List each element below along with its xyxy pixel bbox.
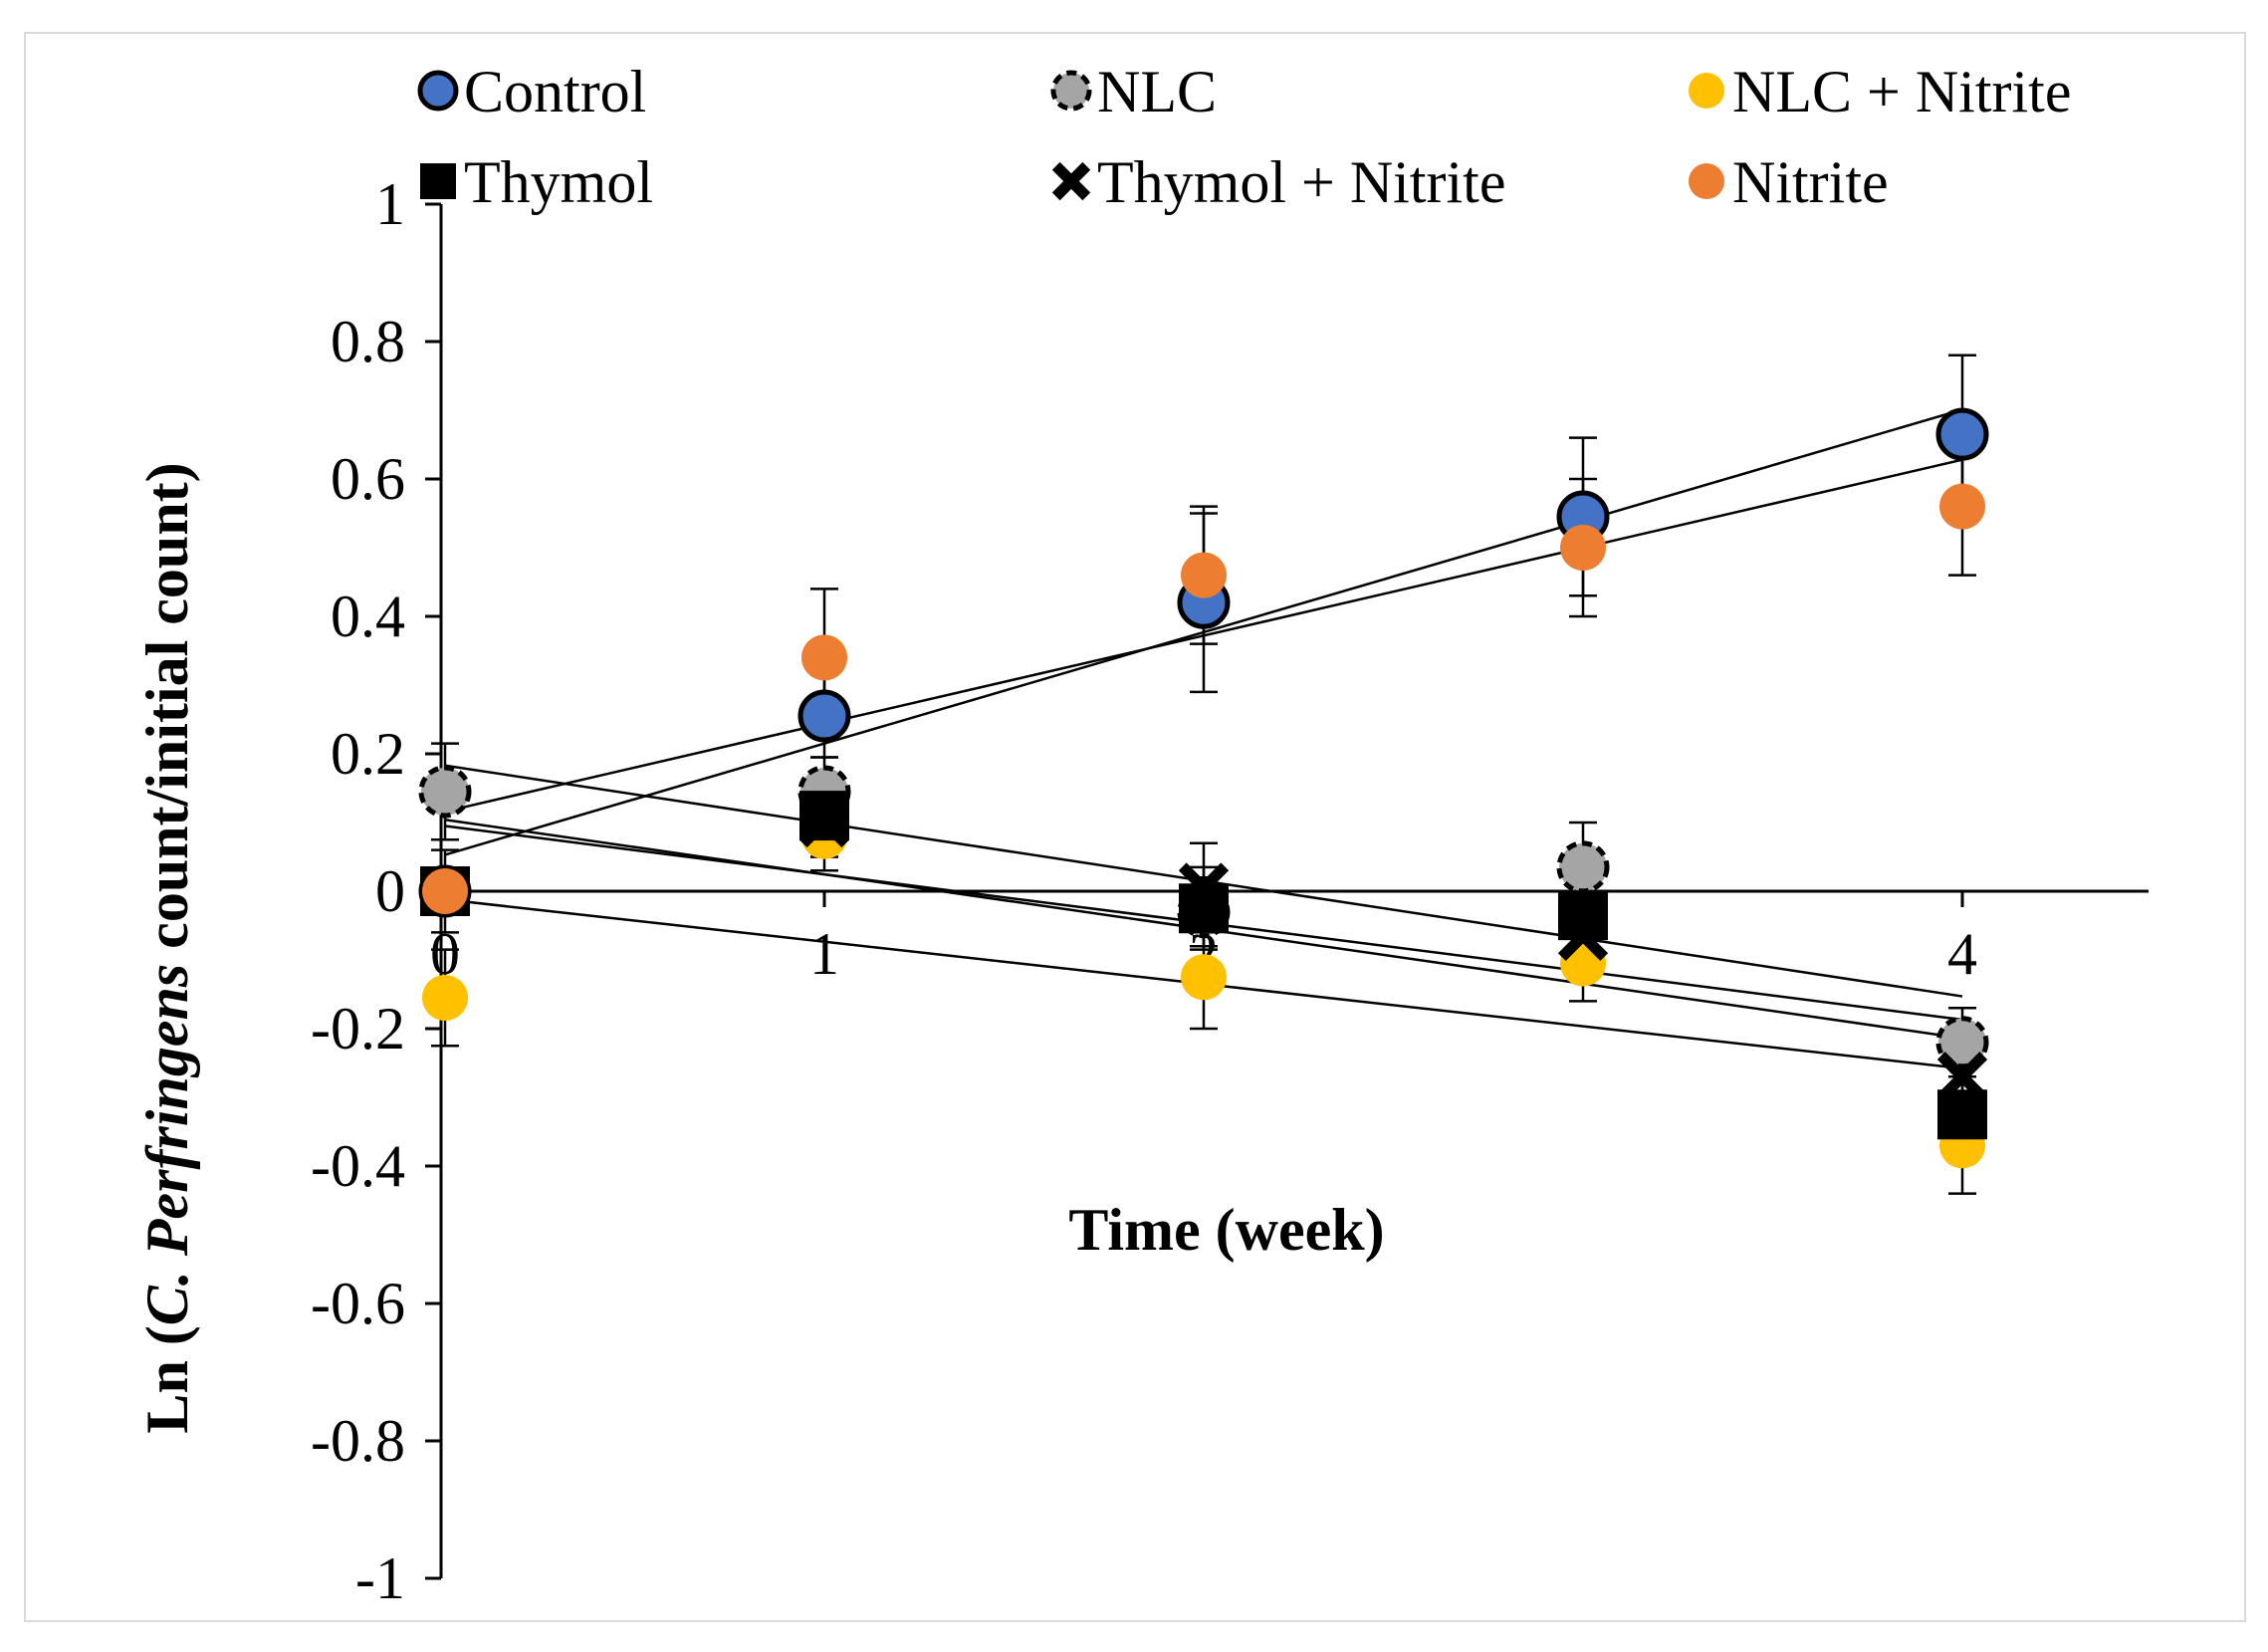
marker-nlc-nitrite — [422, 974, 468, 1021]
marker-nlc — [418, 765, 472, 819]
y-axis-title-part: C. Perfringens — [134, 964, 200, 1325]
legend-label-nlc: NLC — [1097, 59, 1217, 124]
y-tick-label: -0.4 — [311, 1133, 405, 1199]
marker-nitrite — [1560, 525, 1606, 571]
marker-control — [1935, 407, 1989, 461]
marker-nitrite — [422, 868, 468, 914]
legend-marker-thymol — [420, 163, 456, 199]
y-tick-label: -0.2 — [311, 996, 405, 1062]
marker-control — [797, 689, 851, 743]
y-axis-title-part: count/initial count) — [134, 462, 200, 963]
legend-label-thymol-nitrite: Thymol + Nitrite — [1097, 149, 1505, 215]
y-axis-title-part: Ln ( — [134, 1325, 200, 1433]
legend-label-thymol: Thymol — [464, 149, 653, 215]
y-tick-label: 0.8 — [331, 309, 405, 374]
y-tick-label: 0.4 — [331, 584, 405, 649]
marker-thymol — [1937, 1089, 1987, 1140]
legend-marker-thymol-nitrite — [1051, 161, 1091, 201]
y-tick-label: -0.8 — [311, 1408, 405, 1474]
x-axis-title: Time (week) — [1068, 1197, 1384, 1263]
y-tick-label: 0.6 — [331, 446, 405, 512]
marker-nlc — [1935, 1016, 1989, 1069]
legend-label-control: Control — [464, 59, 646, 124]
y-tick-label: 0.2 — [331, 721, 405, 787]
marker-thymol — [1558, 890, 1608, 941]
marker-nitrite — [1181, 552, 1227, 598]
marker-thymol — [799, 791, 849, 841]
marker-thymol — [1179, 883, 1229, 934]
legend-label-nlc-nitrite: NLC + Nitrite — [1732, 59, 2071, 124]
legend-label-nitrite: Nitrite — [1732, 149, 1889, 215]
marker-nitrite — [801, 634, 847, 681]
marker-nlc-nitrite — [1181, 954, 1227, 1001]
legend-marker-control — [417, 70, 459, 112]
marker-nitrite — [1939, 483, 1985, 530]
x-tick-label: 1 — [809, 921, 839, 987]
y-tick-label: 0 — [375, 858, 405, 924]
chart-frame — [24, 32, 2246, 1622]
y-tick-label: -1 — [355, 1545, 405, 1611]
y-tick-label: -0.6 — [311, 1271, 405, 1336]
y-axis-title: Ln (C. Perfringens count/initial count) — [134, 462, 200, 1433]
y-tick-label: 1 — [375, 171, 405, 237]
legend-marker-nitrite — [1689, 163, 1724, 199]
marker-nlc — [1556, 840, 1610, 894]
legend-marker-nlc — [1050, 70, 1092, 112]
x-tick-label: 4 — [1947, 921, 1977, 987]
legend-marker-nlc-nitrite — [1689, 73, 1724, 109]
